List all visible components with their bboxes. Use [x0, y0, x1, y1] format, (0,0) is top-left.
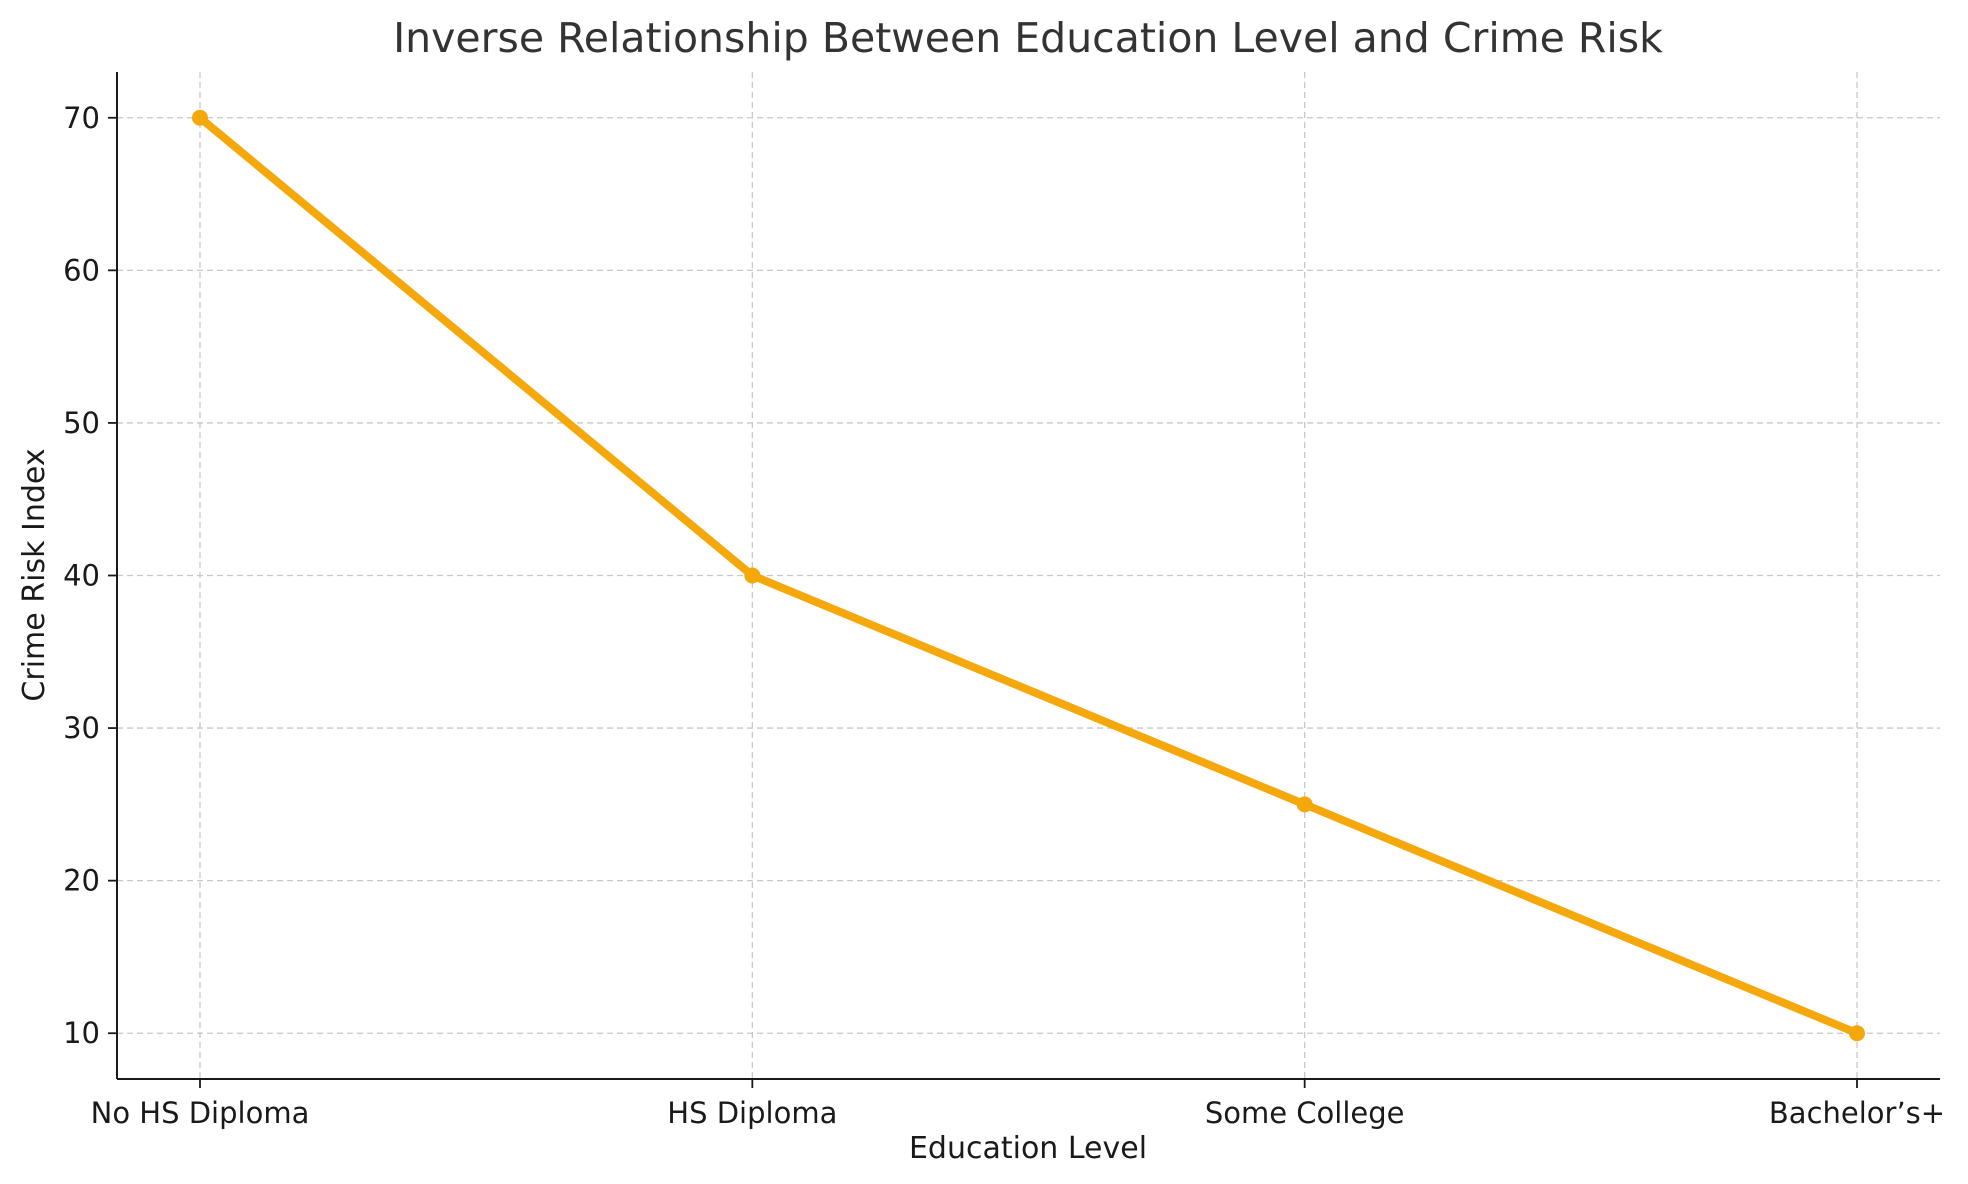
grid-lines [117, 72, 1940, 1079]
data-point [192, 109, 208, 126]
y-tick-label: 40 [63, 559, 100, 593]
y-tick-label: 60 [63, 253, 100, 287]
series-line [196, 113, 1861, 1038]
y-tick-label: 50 [63, 406, 100, 440]
x-tick-label: Bachelor’s+ [1769, 1096, 1945, 1130]
x-axis-label: Education Level [909, 1131, 1147, 1166]
chart-title: Inverse Relationship Between Education L… [393, 14, 1663, 62]
y-tick-label: 30 [63, 711, 100, 745]
data-series [192, 109, 1865, 1042]
x-tick-label: Some College [1205, 1096, 1405, 1130]
y-tick-label: 10 [63, 1016, 100, 1050]
y-axis-label: Crime Risk Index [17, 448, 52, 701]
axes: 10 20 30 40 50 60 70 No HS Diploma HS Diploma Som… [63, 72, 1945, 1130]
data-point [1296, 796, 1313, 813]
y-tick-label: 70 [63, 101, 100, 135]
x-tick-label: HS Diploma [667, 1096, 837, 1130]
y-tick-label: 20 [63, 864, 100, 898]
data-point [744, 567, 761, 584]
data-point [1849, 1025, 1865, 1042]
x-tick-label: No HS Diploma [91, 1096, 310, 1130]
